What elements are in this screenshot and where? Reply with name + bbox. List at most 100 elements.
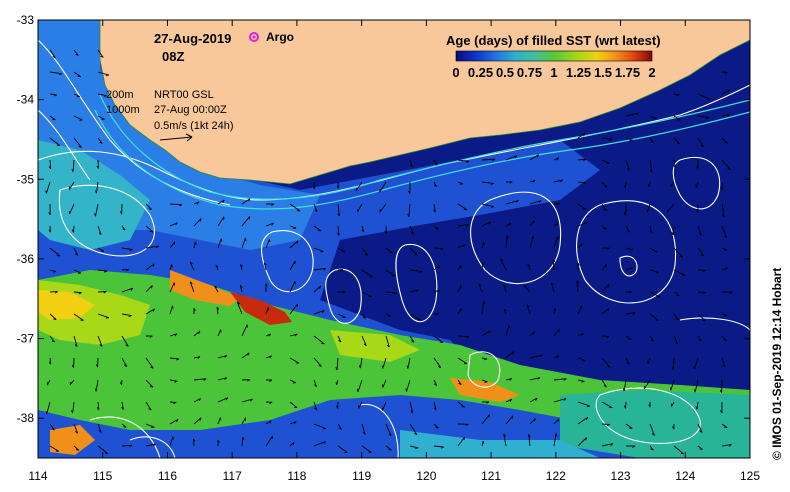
current-arrowhead <box>130 287 134 291</box>
current-arrow <box>577 305 582 315</box>
current-arrowhead <box>586 416 589 421</box>
current-arrow <box>313 379 318 387</box>
current-arrowhead <box>321 342 325 345</box>
current-arrowhead <box>629 249 633 251</box>
x-tick-label: 114 <box>28 469 47 483</box>
current-arrow <box>313 203 318 212</box>
current-arrowhead <box>535 397 538 401</box>
current-arrowhead <box>408 190 411 194</box>
current-arrowhead <box>119 211 123 215</box>
current-arrow <box>73 247 79 256</box>
current-arrow <box>577 379 585 382</box>
current-arrow <box>313 401 318 411</box>
current-arrowhead <box>48 229 51 233</box>
current-arrowhead <box>606 336 610 339</box>
current-arrowhead <box>340 269 344 272</box>
current-arrowhead <box>581 359 585 362</box>
current-arrowhead <box>550 282 554 286</box>
y-tick-label: -34 <box>17 93 35 107</box>
current-arrow <box>289 260 296 271</box>
current-arrowhead <box>358 365 361 369</box>
current-arrowhead <box>508 324 511 329</box>
current-arrow <box>625 159 630 171</box>
current-arrow <box>697 93 710 100</box>
current-arrowhead <box>509 378 513 381</box>
current-arrow <box>169 305 173 315</box>
current-arrow <box>240 264 243 271</box>
current-arrowhead <box>724 71 728 75</box>
current-arrowhead <box>335 381 338 386</box>
current-arrow <box>457 335 470 338</box>
current-arrow <box>481 158 495 161</box>
current-arrow <box>73 291 82 294</box>
current-arrow <box>69 379 75 386</box>
current-arrow <box>721 423 728 428</box>
current-arrow <box>121 247 133 251</box>
current-arrow <box>553 308 556 315</box>
current-arrow <box>289 240 299 249</box>
current-arrowhead <box>676 142 681 145</box>
current-arrowhead <box>414 432 418 436</box>
y-tick-label: -35 <box>17 172 35 186</box>
x-tick-label: 118 <box>287 469 306 483</box>
current-arrowhead <box>503 434 507 437</box>
plot-frame <box>37 19 751 459</box>
current-arrow <box>625 112 639 117</box>
current-arrowhead <box>75 449 80 451</box>
current-arrow <box>553 433 557 447</box>
current-arrowhead <box>503 284 507 288</box>
current-arrow <box>721 114 730 117</box>
current-arrowhead <box>533 220 535 224</box>
current-arrowhead <box>671 231 674 236</box>
current-arrow <box>478 283 483 293</box>
current-arrow <box>577 357 585 361</box>
current-arrow <box>523 285 531 293</box>
current-arrowhead <box>75 53 79 56</box>
current-arrowhead <box>239 284 243 288</box>
depth-1000-label: 1000m <box>106 104 140 116</box>
current-arrowhead <box>623 405 627 409</box>
current-arrowhead <box>336 405 339 409</box>
current-arrow <box>694 357 699 370</box>
x-tick-label: 125 <box>740 469 760 483</box>
current-arrowhead <box>647 183 650 188</box>
current-arrow <box>217 199 225 205</box>
current-arrow <box>721 443 732 447</box>
header-time: 08Z <box>162 49 184 64</box>
current-arrow <box>577 203 587 210</box>
current-arrow <box>49 313 57 320</box>
current-arrow <box>289 357 300 364</box>
current-arrowhead <box>693 389 696 393</box>
current-arrow <box>361 291 372 298</box>
current-arrow <box>73 137 82 148</box>
current-arrowhead <box>419 271 423 274</box>
current-arrowhead <box>606 247 611 250</box>
current-arrowhead <box>94 388 97 392</box>
current-arrowhead <box>583 133 586 137</box>
current-arrow <box>406 379 411 392</box>
current-arrowhead <box>293 421 297 425</box>
current-arrow <box>670 181 675 188</box>
current-arrow <box>169 436 174 447</box>
current-arrow <box>49 225 51 233</box>
current-arrow <box>361 313 367 319</box>
current-arrowhead <box>393 292 397 295</box>
current-arrowhead <box>693 365 695 369</box>
current-arrowhead <box>199 218 202 222</box>
current-arrowhead <box>679 255 683 258</box>
x-tick-label: 116 <box>158 469 177 483</box>
current-arrowhead <box>335 367 338 371</box>
current-arrow <box>241 379 250 381</box>
current-arrow <box>666 203 675 213</box>
current-arrowhead <box>666 209 669 213</box>
current-arrowhead <box>314 407 318 411</box>
current-arrow <box>97 423 102 433</box>
current-arrowhead <box>651 433 655 436</box>
current-arrowhead <box>648 404 651 408</box>
current-arrow <box>625 247 633 250</box>
current-arrow <box>217 216 225 227</box>
current-arrowhead <box>100 55 104 58</box>
current-arrowhead <box>71 168 74 172</box>
current-arrow <box>529 397 538 403</box>
current-arrow <box>553 418 559 425</box>
